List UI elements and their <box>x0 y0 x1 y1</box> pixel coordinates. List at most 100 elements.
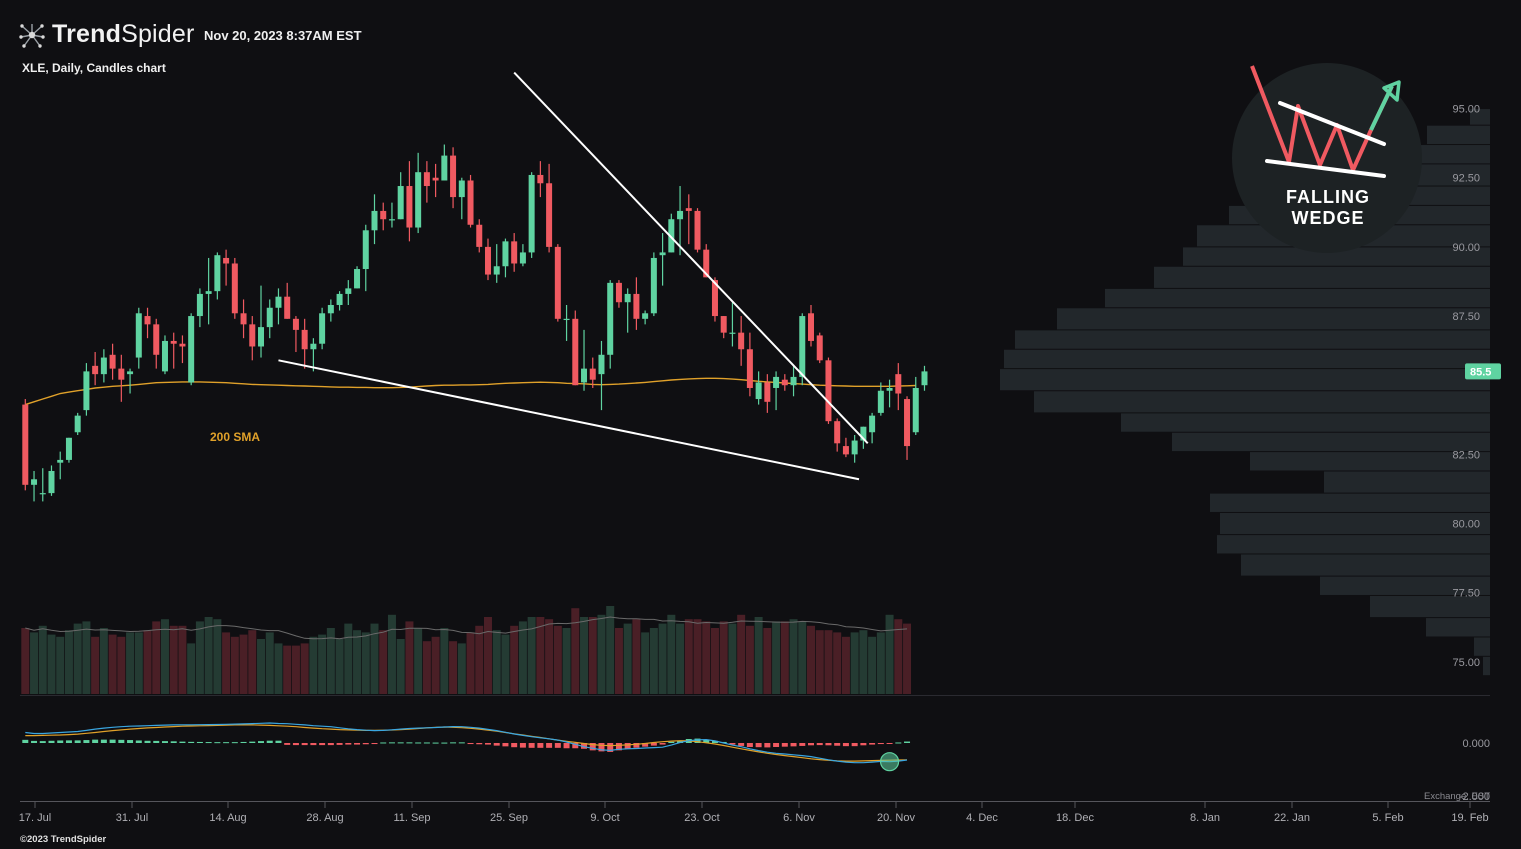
candle-body <box>694 210 701 250</box>
volume-bar <box>571 608 580 694</box>
volume-bar <box>353 630 362 694</box>
candle <box>432 163 439 198</box>
candle <box>458 177 465 220</box>
upper-trendline[interactable] <box>513 71 869 445</box>
x-axis-label: 31. Jul <box>116 812 148 824</box>
candle <box>703 244 710 278</box>
candle-body <box>554 246 561 319</box>
candle-body <box>327 304 334 314</box>
candle-body <box>764 382 771 402</box>
candle <box>371 194 378 245</box>
candle <box>781 374 788 391</box>
candle <box>39 468 46 502</box>
candle <box>161 335 168 375</box>
volume-bar <box>134 632 143 694</box>
macd-histogram-bar <box>240 741 247 743</box>
volume-profile-bar <box>1172 432 1490 452</box>
candle-body <box>432 177 439 181</box>
macd-histogram-bar <box>284 743 291 745</box>
volume-bar <box>553 625 562 694</box>
macd-histogram-bar <box>764 743 771 748</box>
candle <box>790 365 797 397</box>
macd-histogram-bar <box>842 743 849 747</box>
candle-body <box>179 343 186 347</box>
candle-body <box>615 282 622 303</box>
candle <box>633 277 640 330</box>
candle-body <box>921 371 928 386</box>
candle-body <box>607 282 614 355</box>
macd-histogram-bar <box>607 743 614 752</box>
volume-average-line <box>25 616 908 640</box>
macd-histogram-bar <box>214 742 221 744</box>
macd-histogram-bar <box>563 743 570 749</box>
candle <box>528 172 535 258</box>
volume-bar <box>335 639 344 694</box>
candle <box>537 161 544 198</box>
candle <box>249 316 256 361</box>
volume-bar <box>457 643 466 694</box>
volume-bar <box>745 625 754 694</box>
candle-body <box>83 371 90 411</box>
volume-bar <box>160 619 169 694</box>
macd-histogram-bar <box>799 743 806 746</box>
candle <box>118 354 125 402</box>
volume-bar <box>108 634 117 694</box>
volume-bar <box>422 641 431 694</box>
volume-bar <box>763 628 772 694</box>
brand-logo[interactable]: TrendSpider <box>18 20 195 49</box>
volume-profile-bar <box>1154 266 1490 288</box>
macd-histogram-bar <box>816 743 823 746</box>
lower-trendline[interactable] <box>278 359 860 481</box>
volume-bar <box>580 617 589 694</box>
candle-body <box>808 313 814 341</box>
macd-histogram-bar <box>161 741 168 743</box>
candle-body <box>458 180 465 198</box>
candle-body <box>258 327 265 347</box>
volume-bar <box>291 645 300 694</box>
candle <box>83 363 90 416</box>
callout-badge <box>1232 63 1422 253</box>
volume-profile-bar <box>1034 391 1490 413</box>
volume-bar <box>38 625 47 694</box>
macd-crossover-marker <box>879 752 900 772</box>
volume-profile-bar <box>1370 595 1490 618</box>
volume-bar <box>597 614 606 694</box>
candle-body <box>642 313 649 319</box>
candle <box>48 465 55 496</box>
volume-profile-bar <box>1121 413 1490 432</box>
candle-body <box>118 368 125 380</box>
wedge-trendlines[interactable] <box>278 71 869 481</box>
volume-profile-bar <box>1241 554 1490 576</box>
macd-axis-label: -2.000 <box>1459 791 1490 803</box>
volume-profile-bar <box>1220 512 1490 535</box>
volume-bar <box>562 628 571 694</box>
volume-bar <box>274 643 283 694</box>
macd-histogram-bar <box>31 740 38 743</box>
macd-axis-label: 0.000 <box>1462 738 1490 750</box>
macd-histogram-bar <box>223 742 230 744</box>
volume-bar <box>213 619 222 694</box>
candle <box>484 238 491 281</box>
volume-profile-bar <box>1183 247 1490 266</box>
candle-body <box>834 421 841 444</box>
candle <box>685 194 692 245</box>
volume-bar <box>894 619 903 694</box>
volume-bar <box>641 632 650 694</box>
price-axis-label: 92.50 <box>1452 173 1480 185</box>
brand-name-light: Spider <box>121 20 195 48</box>
candle-body <box>92 365 99 375</box>
volume-bars <box>21 606 912 694</box>
candle <box>336 291 343 311</box>
candle-body <box>677 210 684 220</box>
candle-body <box>397 186 404 220</box>
volume-bar <box>117 636 126 694</box>
x-axis-label: 25. Sep <box>490 812 528 824</box>
volume-bar <box>47 634 56 694</box>
candle-body <box>127 371 134 375</box>
volume-profile-bar <box>1470 109 1490 125</box>
price-axis-label: 82.50 <box>1452 449 1480 461</box>
volume-bar <box>667 614 676 694</box>
candle-body <box>729 332 736 334</box>
x-axis-label: 9. Oct <box>590 812 619 824</box>
